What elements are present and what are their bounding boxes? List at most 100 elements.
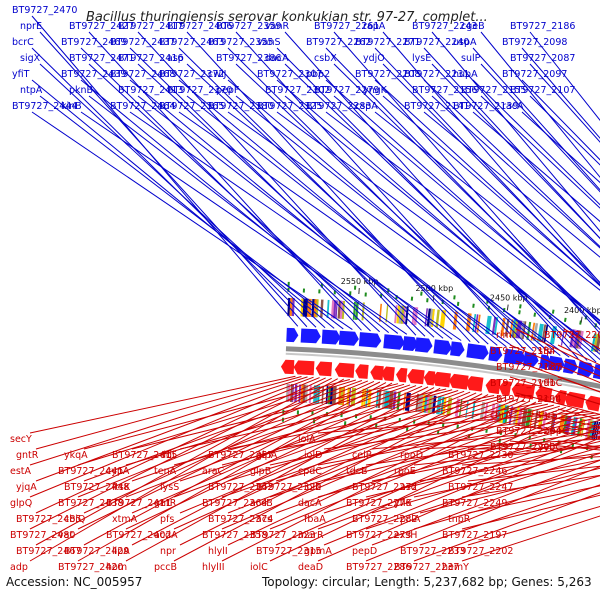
genome-summary-label: Topology: circular; Length: 5,237,682 bp… <box>262 575 592 589</box>
feature-block <box>479 401 486 421</box>
gene-leader-line <box>323 412 596 450</box>
gene-leader-line <box>419 467 600 514</box>
gene-label: BT9727_2372 <box>159 69 224 80</box>
reverse-gene-arrow <box>535 386 553 403</box>
gene-leader-line <box>325 111 600 322</box>
gene-label: BT9727_2441 <box>58 466 123 477</box>
gene-label: sigX <box>20 53 41 64</box>
gene-leader-line <box>88 63 380 333</box>
gene-leader-line <box>371 446 600 514</box>
gene-leader-line <box>371 426 600 450</box>
feature-block <box>515 320 523 339</box>
gene-label: BT9727_2468 <box>110 69 175 80</box>
feature-block <box>287 383 291 402</box>
gene-leader-line <box>88 31 362 331</box>
gene-label: BT9727_2249 <box>442 498 507 509</box>
gene-label: pclA <box>400 514 421 525</box>
gene-label: fbaA <box>304 514 326 525</box>
gene-label: BT9727_2364 <box>202 498 267 509</box>
gene-leader-line <box>423 111 600 258</box>
gene-leader-line <box>509 344 600 384</box>
gene-leader-line <box>173 389 453 466</box>
gene-leader-line <box>515 392 600 415</box>
gene-label: BT9727_2208 <box>355 69 420 80</box>
gene-label: BT9727_2156 <box>412 85 477 96</box>
feature-block <box>350 387 357 406</box>
gene-leader-line <box>39 31 308 328</box>
gene-label: BT9727_2231 <box>404 69 469 80</box>
feature-block <box>415 393 420 412</box>
gene-label: BT9727_2141 <box>404 101 469 112</box>
feature-block <box>335 300 338 319</box>
gene-label: araC <box>202 466 225 477</box>
gene-label: cwlJ <box>208 69 226 80</box>
forward-gene-arrow <box>402 336 418 352</box>
gene-label: iolA <box>298 434 316 445</box>
gene-label: rpoE <box>394 466 416 477</box>
gene-leader-line <box>382 31 600 284</box>
feature-block <box>326 299 330 318</box>
gene-leader-line <box>382 63 600 284</box>
gene-label: cgeB <box>461 21 485 32</box>
gene-leader-line <box>269 405 560 498</box>
gene-label: BT9727_2233 <box>400 546 465 557</box>
gene-label: BT9727_2374 <box>208 514 273 525</box>
position-label: 2500 kbp <box>415 284 453 293</box>
gene-label: BT9727_2204 <box>496 426 561 437</box>
forward-gene-arrow <box>592 364 600 380</box>
gene-leader-line <box>221 401 537 562</box>
reverse-gene-arrow <box>423 370 436 386</box>
tick-mark <box>519 304 522 309</box>
gene-leader-line <box>137 31 417 336</box>
gene-label: hom <box>106 562 127 573</box>
gene-leader-line <box>374 111 600 291</box>
feature-block <box>315 299 319 318</box>
gene-leader-line <box>221 395 501 466</box>
gene-leader-line <box>276 111 600 352</box>
feature-block <box>529 409 534 428</box>
gene-label: secY <box>10 434 32 445</box>
gene-label: BT9727_2406 <box>167 21 232 32</box>
feature-block <box>493 316 499 336</box>
gene-leader-line <box>467 505 600 546</box>
gene-leader-line <box>227 396 507 482</box>
genome-backbone <box>285 346 600 389</box>
gene-label: BT9727_2427 <box>69 21 134 32</box>
feature-block <box>532 322 539 342</box>
gene-leader-line <box>227 394 495 450</box>
gene-leader-line <box>515 424 600 439</box>
gene-leader-line <box>413 459 600 498</box>
gene-leader-line <box>77 379 356 466</box>
forward-gene-arrow <box>466 343 489 360</box>
gene-label: BT9727_2413 <box>118 85 183 96</box>
gene-leader-line <box>529 95 600 166</box>
feature-block <box>375 389 379 408</box>
gene-label: vanR <box>265 21 289 32</box>
gene-leader-line <box>131 387 435 546</box>
gene-label: BT9727_2282 <box>352 514 417 525</box>
gene-label: BT9727_2464 <box>110 101 175 112</box>
gene-label: BT9727_2370 <box>167 85 232 96</box>
feature-block <box>514 407 520 426</box>
gene-label: BT9727_2097 <box>502 69 567 80</box>
reverse-gene-labels: secYgntRestAyjqAglpQBT9727_2485BT9727_24… <box>10 328 600 573</box>
gene-leader-line <box>129 79 444 339</box>
gene-label: asp <box>167 53 184 64</box>
gene-label: BT9727_2276 <box>346 498 411 509</box>
gene-label: bcrC <box>12 37 34 48</box>
gene-leader-line <box>179 390 459 482</box>
gene-label: ykqA <box>64 450 88 461</box>
gene-label: BT9727_2261 <box>314 21 379 32</box>
gene-label: BT9727_2463 <box>159 37 224 48</box>
gene-label: BT9727_2247 <box>448 482 513 493</box>
gene-leader-line <box>509 376 600 405</box>
gene-label: chrA <box>490 410 512 421</box>
feature-block <box>394 305 398 324</box>
gene-label: yfiT <box>12 69 30 80</box>
forward-gene-arrow <box>547 355 565 372</box>
gene-label: tenA <box>154 466 177 477</box>
gene-leader-line <box>125 383 405 466</box>
gene-label: csbX <box>314 53 337 64</box>
gene-leader-line <box>137 63 435 338</box>
tick-mark <box>533 312 537 317</box>
